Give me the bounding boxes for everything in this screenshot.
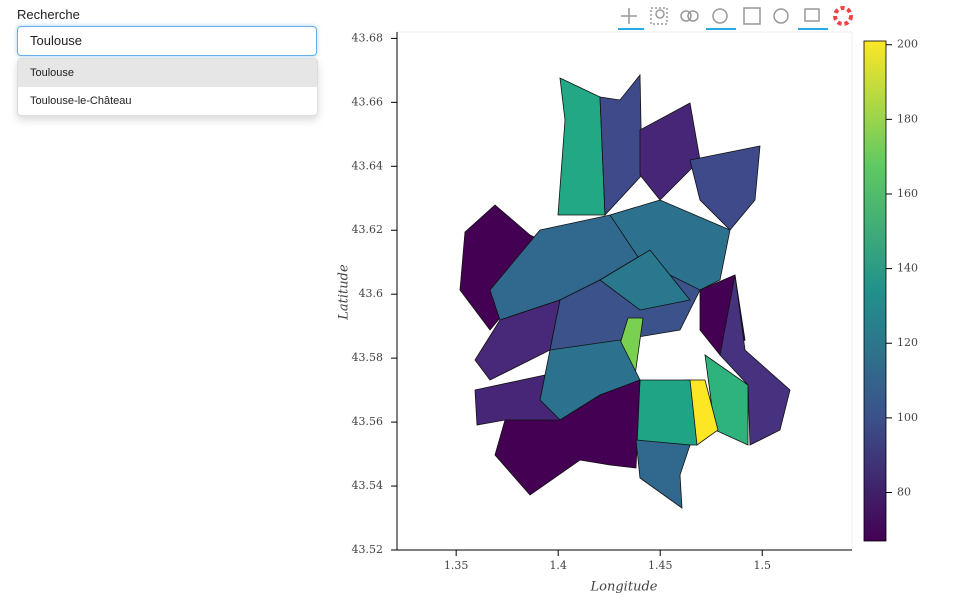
- map: [459, 73, 791, 509]
- colorbar-tick-label: 120: [897, 336, 918, 349]
- y-axis-label: Latitude: [337, 264, 352, 321]
- wheel-zoom-tool[interactable]: [706, 8, 736, 30]
- x-axis-label: Longitude: [590, 580, 658, 595]
- y-tick-label: 43.58: [352, 351, 384, 364]
- hover-tool[interactable]: [798, 8, 828, 30]
- save-tool[interactable]: [743, 7, 761, 25]
- y-tick-label: 43.64: [352, 159, 384, 172]
- zoom-tool[interactable]: [650, 7, 668, 25]
- suggestion[interactable]: Toulouse-le-Château: [30, 95, 132, 107]
- x-tick-label: 1.35: [444, 559, 469, 572]
- y-tick-label: 43.56: [352, 415, 384, 428]
- colorbar-tick-label: 200: [897, 38, 918, 51]
- pan-tool[interactable]: [618, 8, 644, 30]
- colorbar-tick-label: 100: [897, 411, 918, 424]
- colorbar-tick-label: 160: [897, 187, 918, 200]
- colorbar: [863, 40, 887, 542]
- bokeh-logo[interactable]: [833, 6, 853, 26]
- y-tick-label: 43.62: [352, 223, 384, 236]
- y-tick-label: 43.52: [352, 543, 384, 556]
- search-input[interactable]: Toulouse: [17, 26, 317, 56]
- colorbar-tick-label: 140: [897, 262, 918, 275]
- colorbar-tick-label: 180: [897, 112, 918, 125]
- lasso-tool[interactable]: [680, 10, 699, 22]
- x-tick-label: 1.45: [648, 559, 673, 572]
- search-label: Recherche: [17, 7, 80, 22]
- colorbar-tick-label: 80: [897, 485, 911, 498]
- y-tick-label: 43.68: [352, 31, 384, 44]
- y-tick-label: 43.66: [352, 95, 384, 108]
- reset-tool[interactable]: [773, 8, 789, 24]
- x-tick-label: 1.4: [549, 559, 567, 572]
- y-tick-label: 43.54: [352, 479, 384, 492]
- suggestions: Toulouse Toulouse-le-Château: [17, 58, 318, 116]
- y-tick-label: 43.6: [359, 287, 384, 300]
- toolbar: [618, 6, 853, 30]
- x-tick-label: 1.5: [753, 559, 771, 572]
- suggestion[interactable]: Toulouse: [18, 59, 317, 87]
